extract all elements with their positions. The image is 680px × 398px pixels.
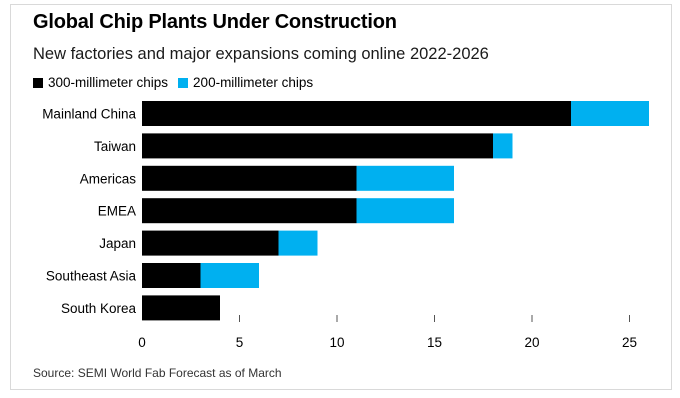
legend: 300-millimeter chips 200-millimeter chip… — [33, 75, 323, 90]
category-label-emea: EMEA — [98, 204, 136, 219]
legend-label-300mm: 300-millimeter chips — [48, 75, 169, 90]
bar-americas-200mm — [356, 165, 454, 191]
x-tick-label-20: 20 — [524, 335, 539, 350]
chart-subtitle: New factories and major expansions comin… — [33, 45, 489, 63]
bar-taiwan-300mm — [142, 133, 493, 159]
legend-swatch-200mm — [178, 77, 189, 88]
category-label-southeast-asia: Southeast Asia — [46, 269, 137, 284]
bar-taiwan-200mm — [493, 133, 513, 159]
bar-americas-300mm — [142, 165, 357, 191]
bar-mainland-china-200mm — [571, 101, 649, 126]
bar-southeast-asia-300mm — [142, 263, 201, 288]
x-tick-label-25: 25 — [622, 335, 637, 350]
legend-item-300mm: 300-millimeter chips — [33, 75, 168, 90]
chart-frame — [10, 4, 672, 390]
chart-title: Global Chip Plants Under Construction — [33, 11, 397, 33]
bar-emea-200mm — [356, 198, 454, 224]
bar-japan-300mm — [142, 230, 279, 256]
legend-swatch-300mm — [33, 77, 43, 88]
bar-japan-200mm — [278, 230, 318, 256]
legend-label-200mm: 200-millimeter chips — [193, 75, 314, 90]
legend-item-200mm: 200-millimeter chips — [178, 75, 313, 90]
bar-emea-300mm — [142, 198, 357, 224]
category-label-mainland-china: Mainland China — [42, 107, 136, 122]
x-tick-label-5: 5 — [236, 335, 244, 350]
bar-southeast-asia-200mm — [200, 263, 259, 288]
x-tick-label-10: 10 — [329, 335, 344, 350]
bar-mainland-china-300mm — [142, 101, 571, 126]
x-tick-label-0: 0 — [138, 335, 146, 350]
x-tick-label-15: 15 — [427, 335, 442, 350]
category-label-japan: Japan — [99, 236, 136, 251]
source-note: Source: SEMI World Fab Forecast as of Ma… — [33, 366, 282, 380]
category-label-taiwan: Taiwan — [94, 139, 136, 154]
category-label-south-korea: South Korea — [61, 301, 137, 316]
category-label-americas: Americas — [80, 171, 137, 186]
bar-south-korea-300mm — [142, 295, 220, 321]
